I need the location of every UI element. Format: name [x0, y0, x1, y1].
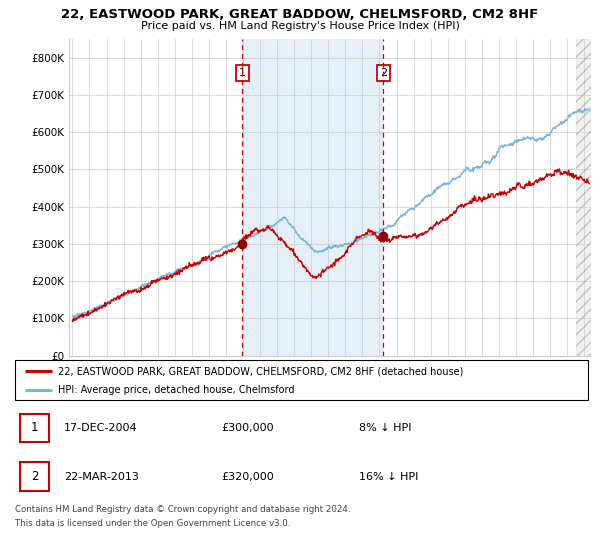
Text: This data is licensed under the Open Government Licence v3.0.: This data is licensed under the Open Gov… — [15, 519, 290, 528]
Text: 17-DEC-2004: 17-DEC-2004 — [64, 423, 137, 433]
Text: 2: 2 — [380, 68, 387, 78]
Text: 8% ↓ HPI: 8% ↓ HPI — [359, 423, 412, 433]
Text: HPI: Average price, detached house, Chelmsford: HPI: Average price, detached house, Chel… — [58, 385, 295, 395]
Text: 22, EASTWOOD PARK, GREAT BADDOW, CHELMSFORD, CM2 8HF: 22, EASTWOOD PARK, GREAT BADDOW, CHELMSF… — [61, 8, 539, 21]
Text: Price paid vs. HM Land Registry's House Price Index (HPI): Price paid vs. HM Land Registry's House … — [140, 21, 460, 31]
Text: £300,000: £300,000 — [221, 423, 274, 433]
Text: 1: 1 — [31, 421, 38, 435]
Text: 16% ↓ HPI: 16% ↓ HPI — [359, 472, 418, 482]
Text: 1: 1 — [239, 68, 246, 78]
Text: £320,000: £320,000 — [221, 472, 274, 482]
Text: 2: 2 — [31, 470, 38, 483]
Bar — [575, 39, 598, 356]
Text: 22-MAR-2013: 22-MAR-2013 — [64, 472, 139, 482]
FancyBboxPatch shape — [20, 463, 49, 491]
Bar — [242, 39, 383, 356]
Text: 22, EASTWOOD PARK, GREAT BADDOW, CHELMSFORD, CM2 8HF (detached house): 22, EASTWOOD PARK, GREAT BADDOW, CHELMSF… — [58, 366, 463, 376]
FancyBboxPatch shape — [15, 360, 588, 400]
FancyBboxPatch shape — [20, 414, 49, 442]
Bar — [575, 39, 598, 356]
Text: Contains HM Land Registry data © Crown copyright and database right 2024.: Contains HM Land Registry data © Crown c… — [15, 505, 350, 514]
